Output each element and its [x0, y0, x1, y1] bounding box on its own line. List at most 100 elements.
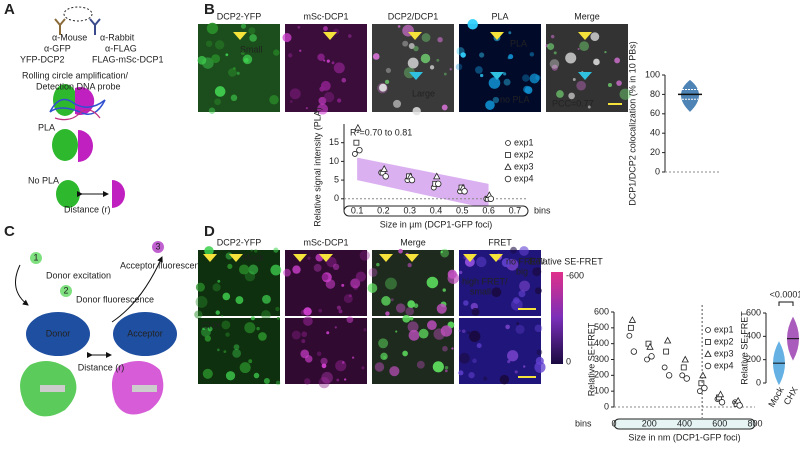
- image-spot: [549, 59, 560, 69]
- image-spot: [604, 51, 607, 54]
- annotation: high FRET/: [462, 276, 508, 286]
- image-spot: [215, 310, 220, 315]
- image-spot: [572, 78, 576, 81]
- panel-label: A: [4, 1, 15, 18]
- y-tick-label: 300: [594, 354, 609, 364]
- image-spot: [464, 256, 475, 267]
- x-tick-label: 0.5: [456, 205, 469, 215]
- y-axis-label: Relative SE-FRET: [739, 311, 749, 385]
- x-tick-label: 0.1: [351, 205, 364, 215]
- image-spot: [460, 52, 466, 58]
- colorbar: [551, 272, 563, 364]
- image-spot: [297, 25, 301, 29]
- micrograph: [285, 316, 367, 389]
- annotation: no FRET/: [506, 256, 545, 266]
- data-point: [626, 332, 633, 339]
- x-tick-label: CHX: [782, 385, 800, 406]
- x-tick-label: 0: [611, 418, 616, 428]
- data-point: [351, 151, 358, 157]
- image-spot: [195, 282, 205, 292]
- legend-label: exp2: [714, 336, 734, 346]
- image-spot: [238, 264, 250, 275]
- image-spot: [463, 300, 469, 306]
- colorbar-tick: 0: [566, 356, 571, 366]
- image-spot: [317, 103, 329, 115]
- image-spot: [413, 303, 419, 308]
- image-spot: [316, 351, 322, 357]
- image-spot: [253, 372, 260, 379]
- image-spot: [534, 287, 542, 295]
- image-spot: [534, 361, 546, 373]
- legend-symbol: [704, 362, 712, 370]
- colorbar-label: Relative SE-FRET: [529, 256, 603, 266]
- image-spot: [444, 369, 448, 373]
- row-label: CHX: [202, 320, 221, 330]
- x-tick-label: 200: [642, 418, 657, 428]
- image-spot: [320, 357, 328, 365]
- data-point: [680, 364, 687, 371]
- panel-label: C: [4, 223, 15, 240]
- image-spot: [451, 347, 454, 350]
- image-spot: [222, 292, 231, 301]
- image-spot: [283, 268, 291, 277]
- y-tick-label: 0: [604, 401, 609, 411]
- image-spot: [195, 296, 208, 308]
- data-point: [353, 139, 360, 146]
- antibody-label: α-Mouse: [52, 32, 87, 42]
- image-spot: [466, 330, 471, 335]
- data-point: [646, 342, 654, 350]
- image-spot: [331, 61, 335, 65]
- data-point: [699, 371, 707, 379]
- image-spot: [270, 264, 282, 276]
- node-label: Donor: [46, 328, 71, 338]
- micrograph: [367, 248, 460, 316]
- image-spot: [407, 300, 416, 308]
- image-spot: [254, 249, 258, 253]
- image-spot: [336, 378, 340, 382]
- y-tick-label: 0: [655, 166, 660, 176]
- image-spot: [536, 349, 543, 356]
- image-spot: [576, 80, 586, 91]
- image-spot: [200, 327, 211, 338]
- data-point: [382, 173, 389, 180]
- data-point: [663, 336, 672, 344]
- image-spot: [221, 320, 231, 330]
- image-title: Merge: [400, 237, 426, 247]
- image-spot: [235, 296, 244, 304]
- image-bg: [198, 250, 280, 316]
- data-point: [679, 372, 686, 379]
- y-tick-label: 600: [746, 307, 761, 317]
- data-point: [681, 355, 689, 363]
- image-spot: [318, 377, 330, 389]
- data-point: [628, 316, 637, 323]
- image-spot: [468, 371, 475, 379]
- image-spot: [334, 326, 337, 329]
- image-spot: [476, 343, 482, 349]
- image-spot: [318, 96, 327, 105]
- image-spot: [223, 350, 227, 354]
- image-spot: [291, 330, 301, 340]
- x-tick-label: 0.7: [509, 205, 522, 215]
- image-spot: [532, 267, 542, 277]
- image-spot: [225, 332, 230, 337]
- legend-symbol: [504, 175, 512, 183]
- image-spot: [443, 72, 447, 76]
- image-spot: [273, 49, 280, 56]
- annotation: Small: [240, 44, 263, 54]
- image-spot: [529, 52, 535, 57]
- distance-label: Distance (r): [78, 362, 125, 372]
- image-spot: [459, 352, 470, 364]
- image-spot: [292, 265, 301, 274]
- y-tick-label: 0: [334, 193, 339, 203]
- image-spot: [535, 74, 541, 81]
- image-spot: [510, 246, 517, 254]
- image-spot: [522, 74, 530, 82]
- image-spot: [368, 267, 378, 277]
- image-spot: [385, 277, 397, 290]
- image-spot: [458, 370, 464, 376]
- image-spot: [303, 316, 313, 326]
- image-spot: [338, 309, 343, 314]
- image-spot: [408, 329, 420, 341]
- image-spot: [207, 326, 213, 332]
- y-tick-label: 400: [594, 338, 609, 348]
